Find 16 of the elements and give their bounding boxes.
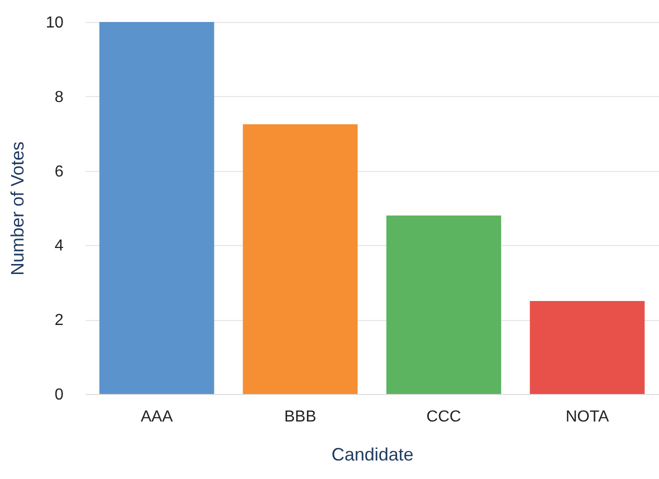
x-tick-label: AAA	[140, 408, 174, 426]
bar	[386, 215, 502, 394]
x-axis-title: Candidate	[331, 444, 414, 464]
bar	[99, 22, 214, 394]
y-tick-label: 2	[54, 312, 64, 330]
x-tick-label: BBB	[284, 408, 316, 426]
y-tick-label: 0	[54, 386, 64, 404]
bar	[242, 124, 358, 394]
x-tick-label: NOTA	[566, 408, 610, 426]
y-axis-title: Number of Votes	[8, 141, 28, 276]
x-tick-label: CCC	[426, 408, 462, 426]
y-tick-label: 6	[54, 163, 64, 180]
y-tick-label: 8	[54, 88, 64, 106]
y-tick-label: 4	[54, 238, 64, 255]
bar	[530, 301, 645, 394]
y-tick-label: 10	[46, 14, 64, 32]
